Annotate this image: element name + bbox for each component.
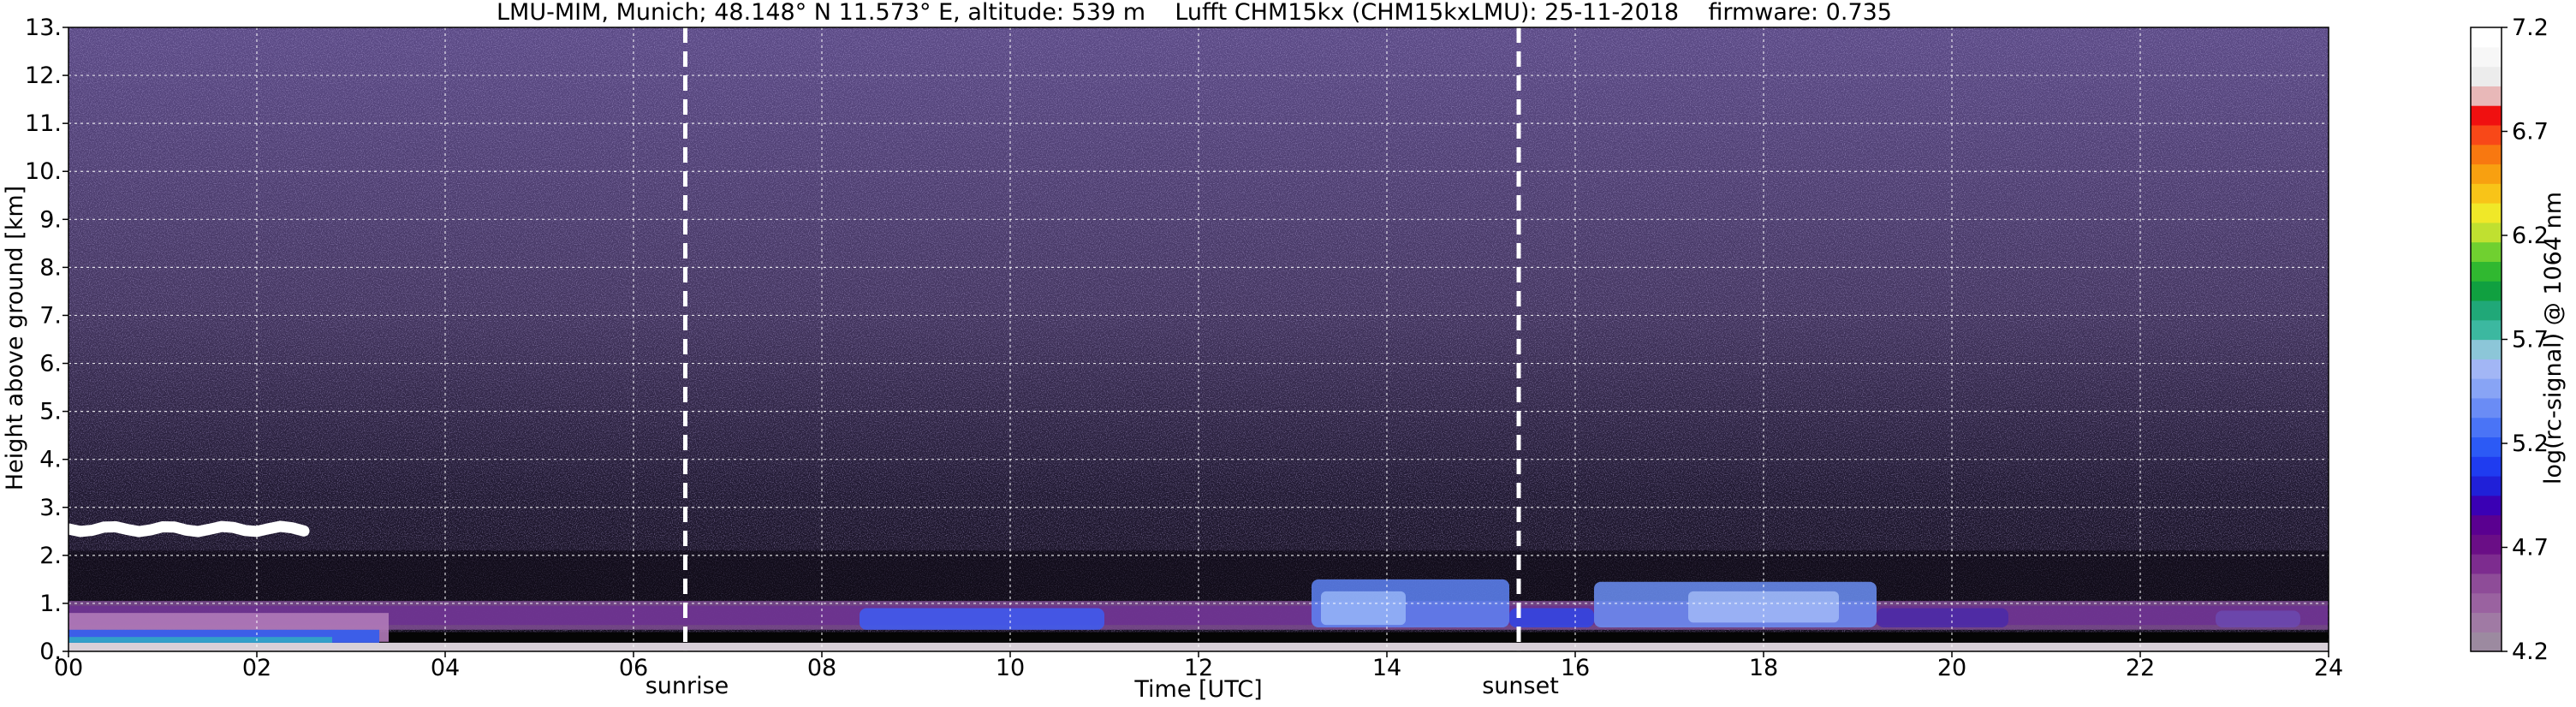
y-tick-label: 0.: [39, 639, 62, 665]
aerosol-patch: [2216, 610, 2300, 627]
x-tick-label: 08: [807, 655, 836, 681]
colorbar-swatch: [2471, 319, 2502, 341]
x-tick-label: 20: [1937, 655, 1966, 681]
chart-title: LMU-MIM, Munich; 48.148° N 11.573° E, al…: [497, 0, 1892, 26]
colorbar-swatch: [2471, 397, 2502, 419]
x-tick-label: 12: [1184, 655, 1213, 681]
colorbar-label: log(rc-signal) @ 1064 nm: [2540, 192, 2567, 484]
colorbar-swatch: [2471, 359, 2502, 379]
colorbar-swatch: [2471, 339, 2502, 359]
colorbar-swatch: [2471, 554, 2502, 574]
y-tick-label: 6.: [39, 351, 62, 377]
x-tick-label: 14: [1372, 655, 1401, 681]
colorbar-swatch: [2471, 514, 2502, 535]
y-tick-label: 10.: [25, 158, 62, 185]
y-tick-label: 5.: [39, 399, 62, 425]
colorbar-swatch: [2471, 281, 2502, 301]
colorbar-swatch: [2471, 261, 2502, 282]
colorbar-swatch: [2471, 378, 2502, 399]
aerosol-patch-bright: [1321, 591, 1406, 626]
aerosol-patch: [1877, 608, 2008, 627]
marker-label-sunset: sunset: [1482, 673, 1559, 699]
colorbar-swatch: [2471, 66, 2502, 86]
x-tick-label: 06: [619, 655, 648, 681]
sun-markers: sunrise sunset: [645, 27, 1559, 699]
y-tick-label: 2.: [39, 543, 62, 569]
colorbar-swatch: [2471, 105, 2502, 126]
x-axis: 00 02 04 06 08 10 12 14 16 18 20 22 24: [54, 651, 2343, 681]
x-axis-label: Time [UTC]: [1133, 676, 1262, 703]
x-tick-label: 18: [1749, 655, 1778, 681]
y-tick-label: 1.: [39, 591, 62, 617]
colorbar-swatch: [2471, 495, 2502, 516]
colorbar-tick-label: 6.7: [2512, 119, 2549, 146]
colorbar-swatch: [2471, 163, 2502, 184]
colorbar-swatch: [2471, 183, 2502, 204]
colorbar-swatch: [2471, 300, 2502, 321]
colorbar-swatch: [2471, 475, 2502, 496]
y-tick-label: 9.: [39, 206, 62, 233]
colorbar-swatch: [2471, 86, 2502, 106]
y-tick-label: 4.: [39, 447, 62, 473]
x-tick-label: 24: [2314, 655, 2343, 681]
colorbar-tick-label: 7.2: [2512, 15, 2549, 41]
aerosol-patch: [1509, 608, 1594, 627]
residual-layer: [68, 550, 2329, 603]
colorbar: 4.2 4.7 5.2 5.7 6.2 6.7 7.2: [2470, 15, 2549, 665]
colorbar-swatch: [2471, 203, 2502, 223]
colorbar-swatch: [2471, 437, 2502, 457]
y-tick-label: 3.: [39, 495, 62, 521]
colorbar-tick-label: 6.2: [2512, 223, 2549, 249]
x-tick-label: 00: [54, 655, 83, 681]
colorbar-swatch: [2471, 632, 2502, 652]
colorbar-tick-label: 4.2: [2512, 639, 2549, 665]
colorbar-swatch: [2471, 456, 2502, 477]
colorbar-swatch: [2471, 534, 2502, 555]
colorbar-swatch: [2471, 612, 2502, 633]
y-axis-label: Height above ground [km]: [2, 186, 28, 490]
colorbar-tick-label: 4.7: [2512, 535, 2549, 561]
colorbar-swatch: [2471, 592, 2502, 614]
marker-label-sunrise: sunrise: [645, 673, 729, 699]
y-axis: 0. 1. 2. 3. 4. 5. 6. 7. 8. 9. 10. 11. 12. 13.: [25, 15, 68, 665]
colorbar-swatch: [2471, 222, 2502, 243]
y-tick-label: 8.: [39, 254, 62, 281]
colorbar-swatch: [2471, 241, 2502, 262]
colorbar-swatch: [2471, 124, 2502, 146]
y-tick-label: 11.: [25, 110, 62, 137]
colorbar-swatch: [2471, 27, 2502, 48]
plot-area: sunrise sunset: [62, 27, 2329, 699]
colorbar-tick-label: 5.7: [2512, 327, 2549, 354]
colorbar-tick-label: 5.2: [2512, 431, 2549, 457]
y-tick-label: 12.: [25, 62, 62, 89]
colorbar-swatch: [2471, 573, 2502, 594]
colorbar-swatch: [2471, 46, 2502, 68]
colorbar-swatch: [2471, 144, 2502, 165]
x-tick-label: 10: [996, 655, 1025, 681]
y-tick-label: 13.: [25, 15, 62, 41]
x-tick-label: 16: [1561, 655, 1590, 681]
morning-aerosol-base: [68, 637, 332, 643]
aerosol-patch-bright: [1688, 591, 1839, 623]
cloud-layer: [62, 520, 310, 538]
x-tick-label: 02: [242, 655, 271, 681]
x-tick-label: 04: [431, 655, 460, 681]
aerosol-patch: [860, 608, 1104, 630]
y-tick-label: 7.: [39, 302, 62, 329]
x-tick-label: 22: [2126, 655, 2155, 681]
colorbar-swatch: [2471, 417, 2502, 438]
